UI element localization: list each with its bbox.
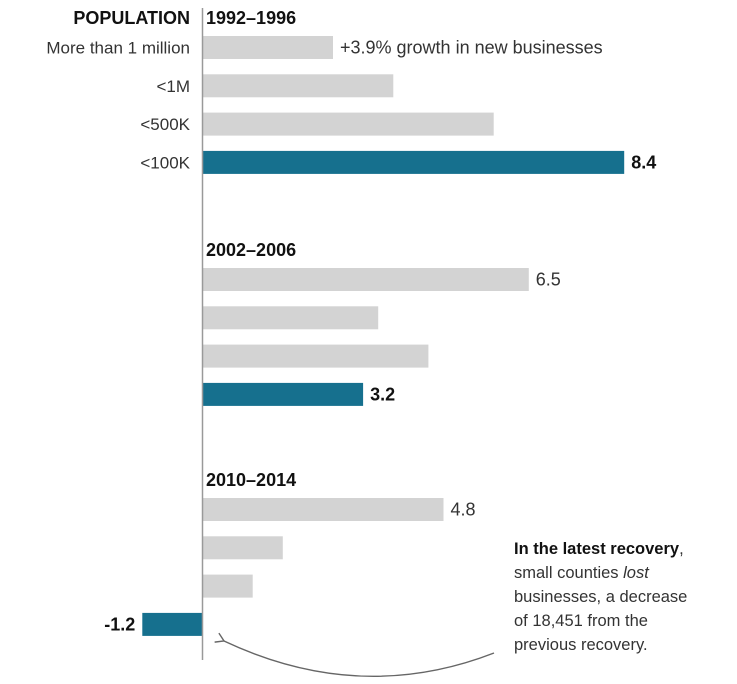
annotation-line-3: businesses, a decrease <box>514 588 687 606</box>
period-label: 1992–1996 <box>206 8 296 28</box>
data-label: -1.2 <box>104 614 135 634</box>
annotation-arrow <box>214 632 495 677</box>
annotation-bold: In the latest recovery <box>514 540 680 558</box>
bar <box>202 268 529 291</box>
annotation-line-2: small counties lost <box>514 564 650 582</box>
annotation-lost: lost <box>623 564 650 582</box>
category-label: More than 1 million <box>46 39 190 58</box>
annotation-line-1: In the latest recovery, <box>514 540 684 558</box>
bar <box>202 382 364 406</box>
data-label: 8.4 <box>631 152 656 172</box>
data-label: +3.9% growth in new businesses <box>340 38 603 58</box>
bar <box>202 112 494 136</box>
population-header: POPULATION <box>73 8 190 28</box>
period-label: 2002–2006 <box>206 240 296 260</box>
bar <box>202 344 429 368</box>
category-label: <1M <box>156 77 190 96</box>
annotation-small-counties: small counties <box>514 564 623 582</box>
annotation: In the latest recovery, small counties l… <box>214 540 687 677</box>
bars-layer <box>142 36 625 636</box>
value-labels: +3.9% growth in new businesses 8.4 6.5 3.2 4… <box>104 38 656 635</box>
category-label: <500K <box>140 115 190 134</box>
bar <box>202 74 394 98</box>
annotation-line-5: previous recovery. <box>514 636 648 654</box>
bar <box>202 536 283 560</box>
data-label: 4.8 <box>451 500 476 520</box>
period-label: 2010–2014 <box>206 470 296 490</box>
bar <box>202 36 333 59</box>
annotation-comma: , <box>679 540 684 558</box>
category-label: <100K <box>140 153 190 172</box>
data-label: 3.2 <box>370 384 395 404</box>
bar <box>202 306 379 330</box>
annotation-line-4: of 18,451 from the <box>514 612 648 630</box>
data-label: 6.5 <box>536 270 561 290</box>
bar <box>202 150 625 174</box>
bar <box>202 574 253 598</box>
bar <box>202 498 444 521</box>
period-labels: 1992–1996 2002–2006 2010–2014 <box>206 8 296 490</box>
bar <box>142 612 203 636</box>
category-labels: More than 1 million <1M <500K <100K <box>46 39 190 173</box>
